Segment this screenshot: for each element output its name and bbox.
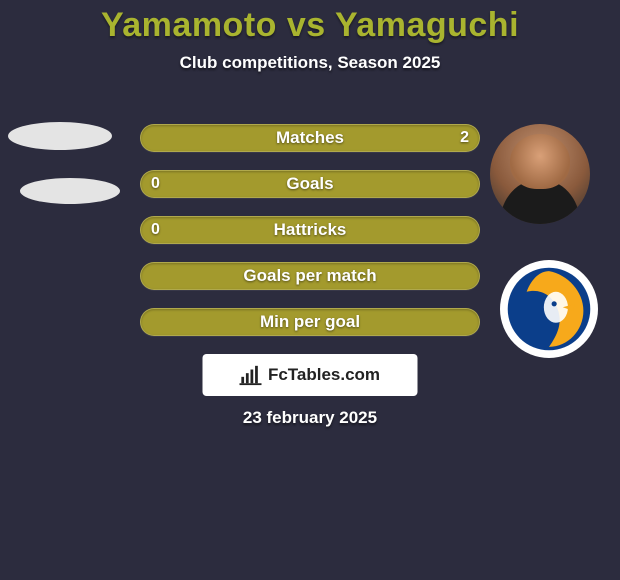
- stat-row: Goals0: [140, 170, 480, 198]
- stat-label: Goals per match: [141, 263, 479, 289]
- bar-chart-icon: [240, 364, 262, 386]
- right-team-badge: [500, 260, 598, 358]
- left-player-avatar: [8, 122, 112, 150]
- comparison-card: Yamamoto vs Yamaguchi Club competitions,…: [0, 0, 620, 580]
- comparison-date: 23 february 2025: [0, 408, 620, 428]
- stat-value-left: 0: [151, 217, 160, 243]
- page-title: Yamamoto vs Yamaguchi: [0, 6, 620, 45]
- stat-label: Goals: [141, 171, 479, 197]
- right-player-avatar: [490, 124, 590, 224]
- subtitle: Club competitions, Season 2025: [0, 53, 620, 73]
- stat-row: Hattricks0: [140, 216, 480, 244]
- stat-label: Min per goal: [141, 309, 479, 335]
- stat-value-left: 0: [151, 171, 160, 197]
- stat-row: Goals per match: [140, 262, 480, 290]
- team-badge-icon: [506, 266, 592, 352]
- stat-row: Min per goal: [140, 308, 480, 336]
- stat-label: Matches: [141, 125, 479, 151]
- left-team-badge: [20, 178, 120, 204]
- stat-label: Hattricks: [141, 217, 479, 243]
- stat-row: Matches2: [140, 124, 480, 152]
- stat-rows: Matches2Goals0Hattricks0Goals per matchM…: [140, 124, 480, 354]
- branding-logo: FcTables.com: [203, 354, 418, 396]
- stat-value-right: 2: [460, 125, 469, 151]
- branding-text: FcTables.com: [268, 365, 380, 385]
